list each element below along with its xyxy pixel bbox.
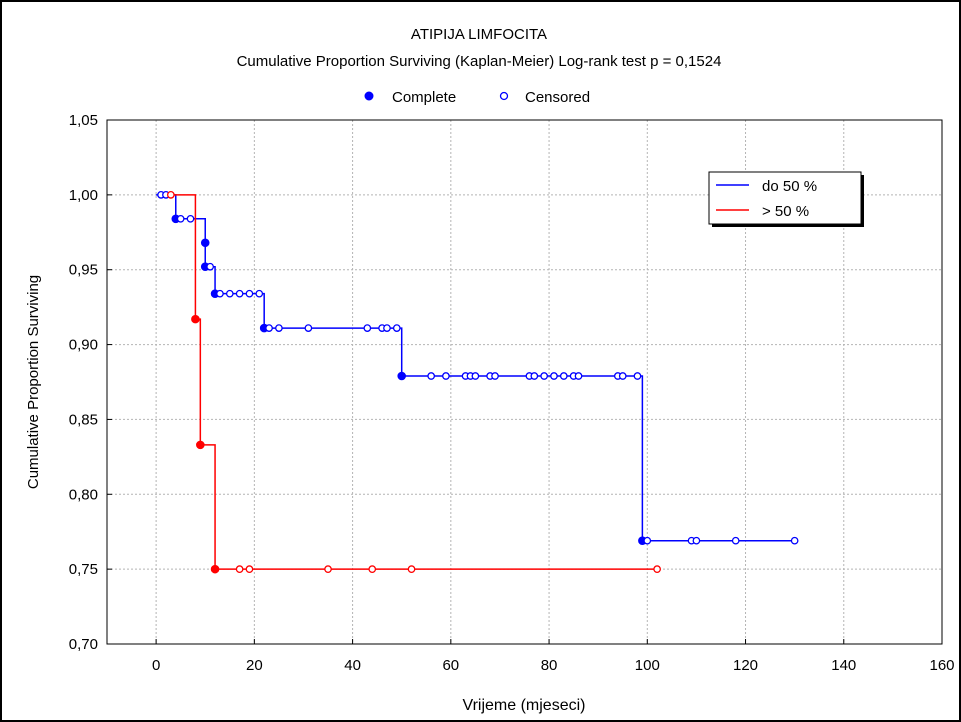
series-legend-box <box>708 171 862 225</box>
censored-point <box>245 565 254 573</box>
marker-legend: Complete Censored <box>364 89 590 106</box>
x-tick-label: 100 <box>635 657 660 674</box>
censored-point <box>275 324 283 332</box>
censored-point <box>731 536 740 545</box>
x-tick-label: 140 <box>831 657 856 674</box>
censored-point <box>574 372 583 380</box>
y-axis-label: Cumulative Proportion Surviving <box>25 275 42 489</box>
survival-step-line <box>156 194 795 542</box>
censored-point <box>540 372 548 380</box>
y-tick-label: 1,00 <box>69 187 98 204</box>
censored-point <box>550 372 558 380</box>
censored-point <box>235 289 244 298</box>
x-tick-label: 120 <box>733 657 758 674</box>
censored-point <box>618 372 627 380</box>
series-legend: do 50 % > 50 % <box>708 171 864 227</box>
series-0 <box>156 191 799 545</box>
x-axis-label: Vrijeme (mjeseci) <box>463 697 586 714</box>
censored-point <box>245 289 254 298</box>
censored-point <box>633 372 642 380</box>
complete-marker-icon <box>364 91 374 101</box>
censored-marker-icon <box>499 91 509 101</box>
censored-point <box>442 372 450 380</box>
y-tick-label: 0,90 <box>69 337 98 354</box>
censored-point <box>530 372 539 380</box>
censored-point <box>363 324 372 332</box>
censored-point <box>471 372 480 380</box>
censored-point <box>790 536 799 545</box>
y-tick-label: 0,85 <box>69 411 98 428</box>
censored-point <box>255 289 264 298</box>
censored-point <box>491 372 499 380</box>
censored-point <box>235 565 244 573</box>
x-tick-label: 80 <box>541 657 558 674</box>
complete-point <box>200 238 210 248</box>
series-layer <box>156 191 799 574</box>
x-tick-label: 0 <box>152 657 160 674</box>
x-tick-label: 160 <box>929 657 954 674</box>
complete-point <box>191 314 200 324</box>
censored-point <box>643 536 652 545</box>
censored-point <box>383 324 391 332</box>
chart-title: ATIPIJA LIMFOCITA <box>411 26 547 43</box>
legend-label-do-50: do 50 % <box>762 178 817 195</box>
y-tick-labels: 0,70 0,75 0,80 0,85 0,90 0,95 1,00 1,05 <box>69 112 98 653</box>
censored-point <box>407 565 416 573</box>
marker-legend-complete: Complete <box>392 89 456 106</box>
censored-point <box>176 214 185 223</box>
y-tick-label: 0,70 <box>69 636 98 653</box>
plot-area <box>106 119 943 645</box>
y-tick-label: 0,75 <box>69 561 98 578</box>
survival-step-line <box>170 194 658 570</box>
y-tick-label: 0,80 <box>69 486 98 503</box>
censored-point <box>368 565 377 573</box>
x-tick-label: 60 <box>442 657 459 674</box>
censored-point <box>559 372 568 380</box>
y-tick-label: 0,95 <box>69 262 98 279</box>
censored-point <box>427 372 436 380</box>
marker-legend-censored: Censored <box>525 89 590 106</box>
censored-point <box>692 536 701 545</box>
x-tick-label: 20 <box>246 657 263 674</box>
censored-point <box>304 324 313 332</box>
x-tick-label: 40 <box>344 657 361 674</box>
complete-point <box>210 564 220 574</box>
x-tick-labels: 0 20 40 60 80 100 120 140 160 <box>152 657 955 674</box>
censored-point <box>392 324 401 332</box>
censored-point <box>167 191 175 199</box>
censored-point <box>216 289 224 298</box>
censored-point <box>206 262 214 271</box>
censored-point <box>225 289 234 298</box>
series-1 <box>167 191 661 574</box>
complete-point <box>196 440 205 450</box>
legend-label-gt-50: > 50 % <box>762 203 809 220</box>
censored-point <box>653 565 661 573</box>
censored-point <box>186 214 195 223</box>
censored-point <box>265 324 273 332</box>
y-tick-label: 1,05 <box>69 112 98 129</box>
chart-subtitle: Cumulative Proportion Surviving (Kaplan-… <box>237 53 722 70</box>
censored-point <box>324 565 332 573</box>
complete-point <box>397 371 407 381</box>
